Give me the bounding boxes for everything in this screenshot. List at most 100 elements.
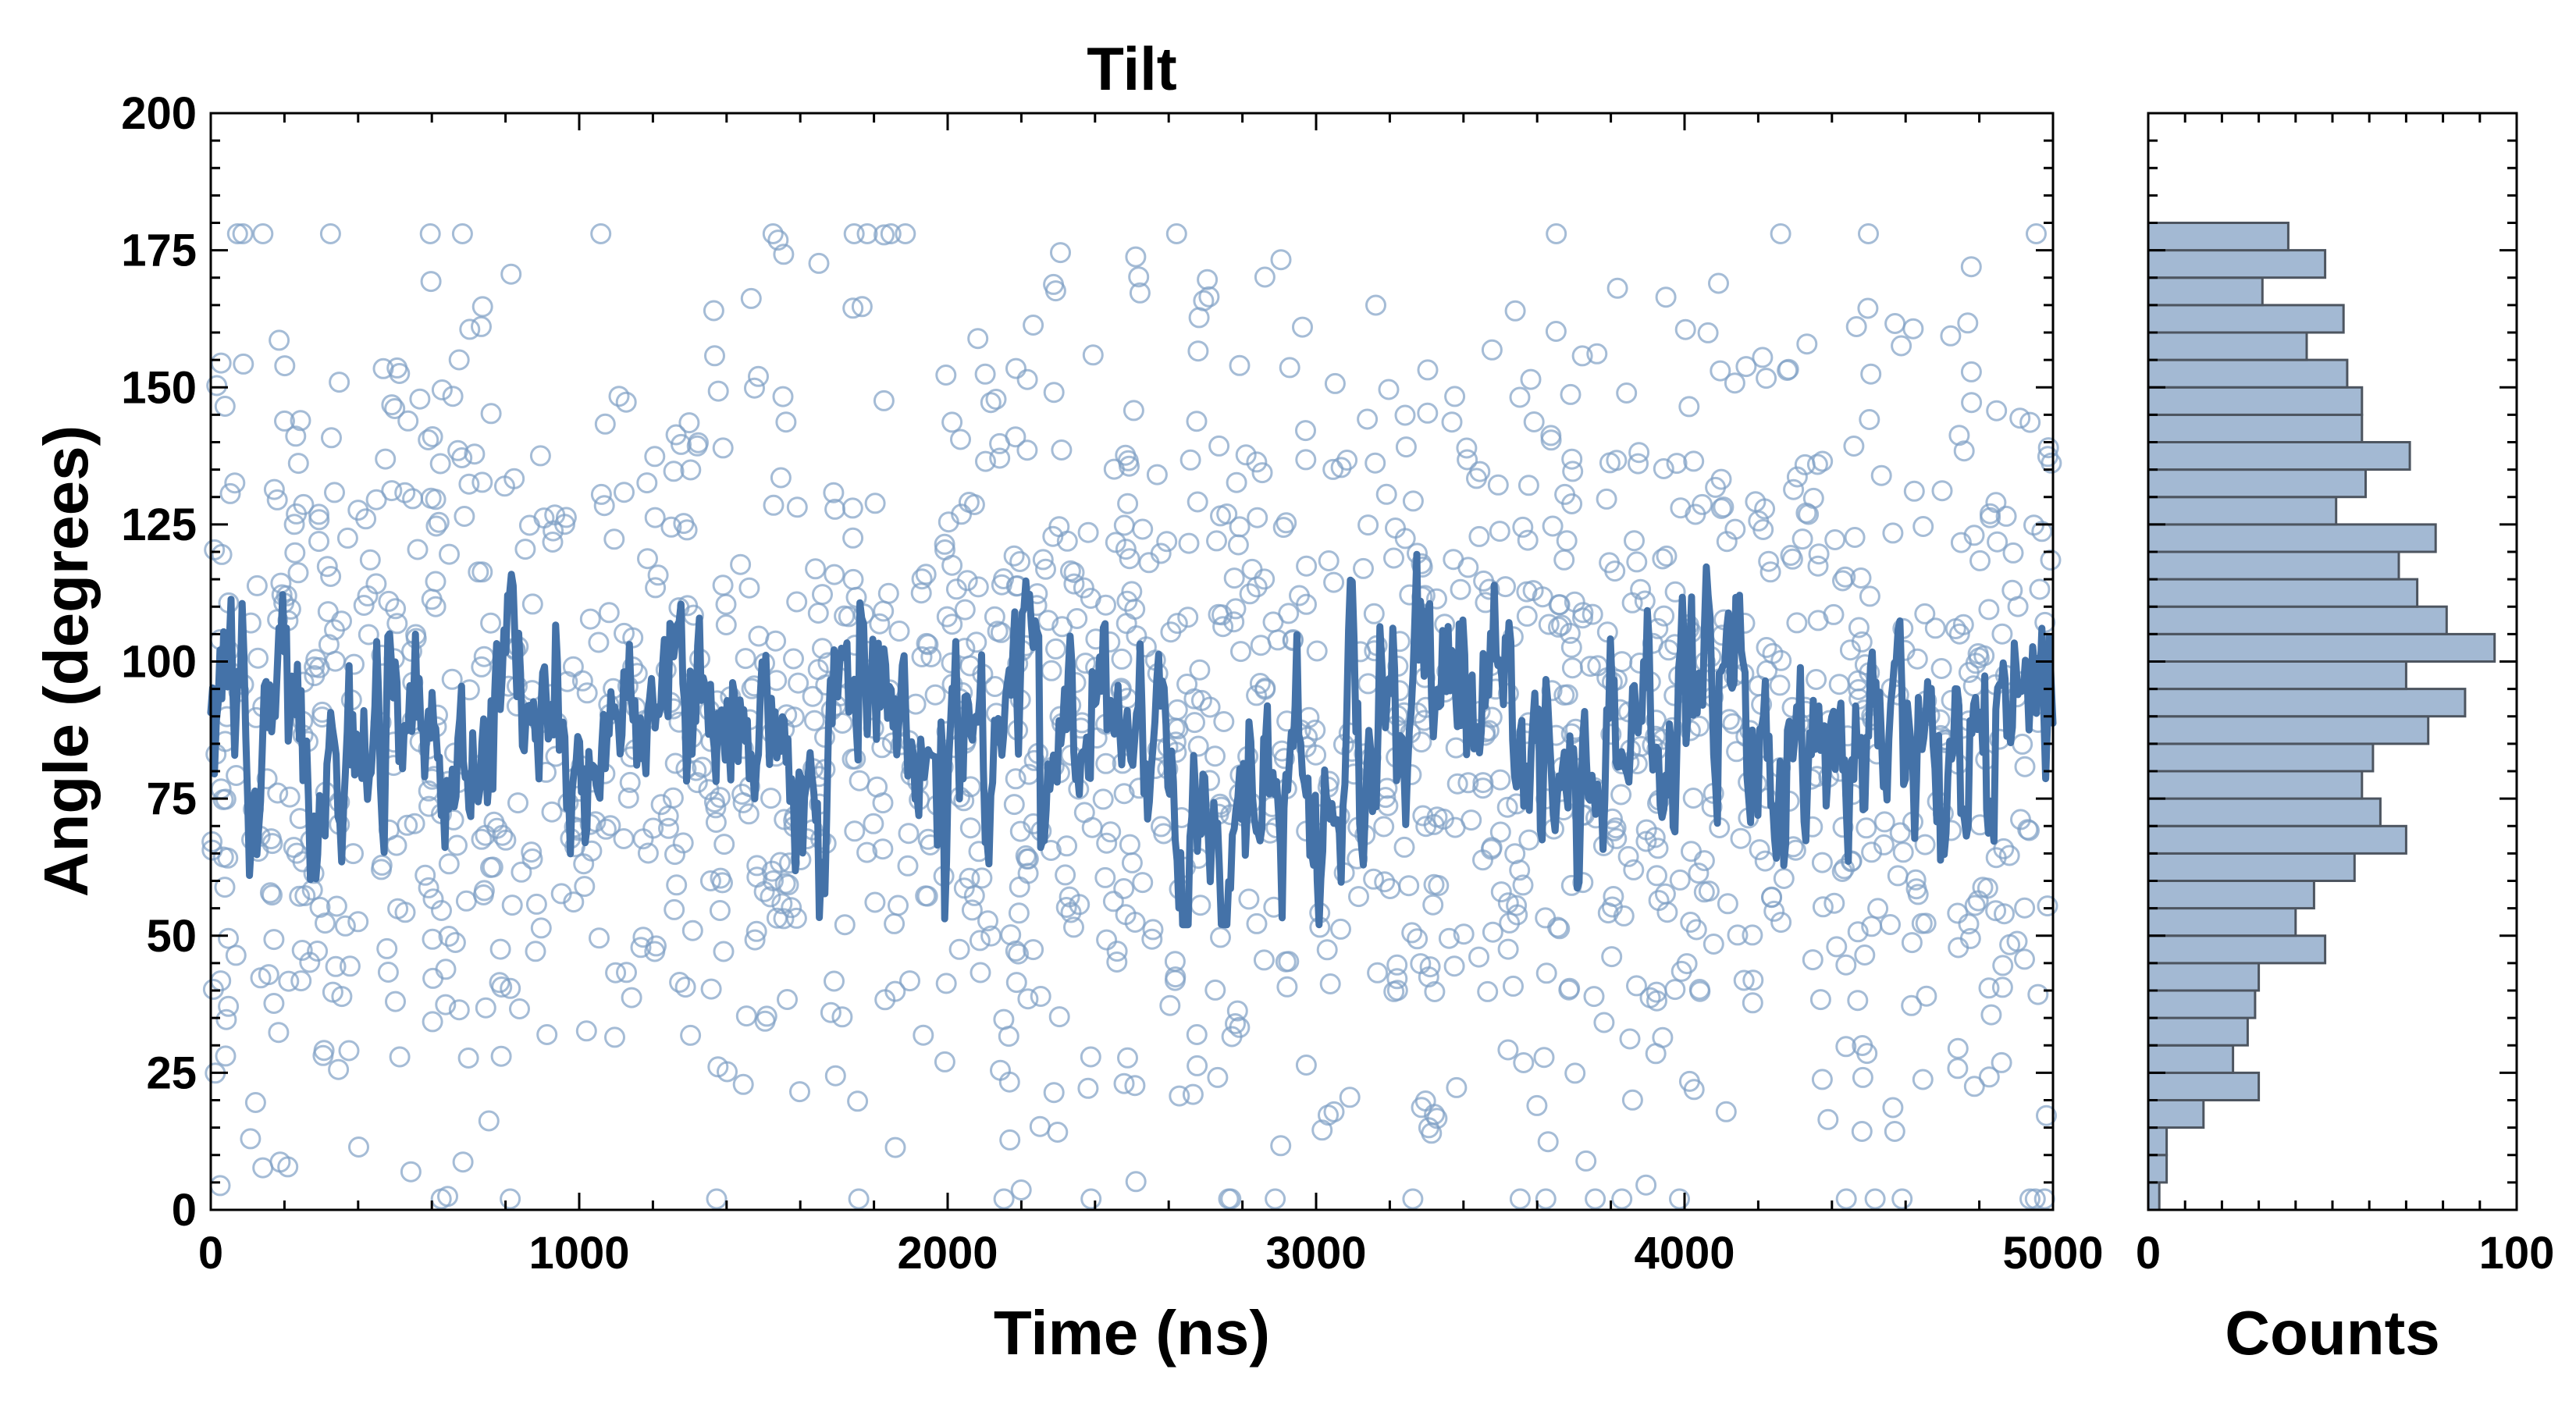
- scatter-point: [1892, 841, 1914, 863]
- scatter-point: [1017, 988, 1039, 1010]
- scatter-point: [950, 429, 971, 450]
- scatter-point: [1489, 521, 1510, 542]
- scatter-point: [1119, 548, 1140, 570]
- histogram-bar: [2147, 962, 2261, 992]
- scatter-point: [441, 668, 463, 690]
- scatter-point: [1978, 1066, 2000, 1088]
- scatter-point: [1095, 594, 1116, 616]
- scatter-point: [1190, 895, 1212, 916]
- scatter-point: [1424, 981, 1446, 1002]
- scatter-point: [1963, 1076, 1985, 1097]
- scatter-point: [1253, 949, 1275, 971]
- scatter-point: [1652, 1026, 1674, 1048]
- scatter-point: [1106, 951, 1128, 973]
- scatter-point: [1481, 339, 1503, 361]
- scatter-point: [348, 1136, 369, 1158]
- scatter-point: [760, 886, 781, 908]
- scatter-point: [541, 801, 563, 823]
- scatter-point: [674, 976, 696, 998]
- scatter-point: [630, 937, 652, 959]
- scatter-point: [2036, 1104, 2057, 1126]
- scatter-point: [1548, 594, 1570, 616]
- scatter-point: [1854, 944, 1876, 966]
- scatter-point: [844, 820, 866, 842]
- x-tick-label: 5000: [2002, 1228, 2103, 1279]
- scatter-point: [924, 684, 946, 706]
- scatter-point: [915, 885, 937, 907]
- scatter-point: [1123, 400, 1144, 422]
- scatter-point: [1276, 976, 1298, 998]
- scatter-point: [1402, 490, 1424, 512]
- scatter-point: [1050, 242, 1071, 264]
- scatter-point: [420, 271, 442, 293]
- scatter-point: [1509, 386, 1531, 408]
- scatter-point: [316, 556, 338, 578]
- scatter-point: [1808, 543, 1830, 565]
- scatter-point: [1611, 651, 1633, 673]
- scatter-point: [1652, 548, 1674, 570]
- scatter-point: [431, 379, 453, 400]
- scatter-point: [773, 908, 795, 930]
- scatter-point: [1187, 340, 1209, 362]
- scatter-point: [385, 991, 406, 1012]
- scatter-point: [1414, 1090, 1436, 1112]
- scatter-point: [2012, 733, 2033, 755]
- scatter-point: [447, 834, 468, 856]
- scatter-point: [562, 656, 584, 678]
- scatter-point: [1142, 919, 1164, 941]
- scatter-point: [956, 570, 978, 592]
- scatter-point: [1906, 648, 1928, 670]
- scatter-point: [1296, 593, 1317, 615]
- scatter-point: [422, 967, 444, 989]
- scatter-point: [267, 782, 289, 804]
- scatter-point: [201, 831, 223, 852]
- histogram-bar: [2147, 523, 2437, 553]
- scatter-point: [1823, 892, 1845, 914]
- scatter-point: [1600, 724, 1622, 745]
- scatter-point: [246, 574, 268, 596]
- scatter-point: [663, 461, 685, 482]
- scatter-point: [444, 932, 466, 953]
- scatter-point: [1304, 719, 1326, 741]
- scatter-point: [1273, 748, 1295, 770]
- scatter-point: [777, 874, 799, 896]
- scatter-point: [1523, 411, 1545, 432]
- scatter-point: [849, 770, 870, 791]
- scatter-point: [703, 300, 724, 322]
- scatter-point: [646, 935, 667, 957]
- scatter-point: [457, 1048, 479, 1069]
- scatter-point: [856, 841, 878, 863]
- scatter-point: [1701, 796, 1723, 818]
- scatter-point: [1742, 992, 1763, 1014]
- histogram-bar: [2147, 441, 2411, 471]
- scatter-point: [224, 472, 246, 494]
- scatter-point: [1116, 590, 1138, 612]
- scatter-point: [1783, 478, 1805, 500]
- scatter-point: [1985, 900, 2007, 922]
- scatter-point: [1115, 539, 1137, 560]
- scatter-point: [1513, 1052, 1535, 1073]
- scatter-point: [375, 448, 397, 470]
- scatter-point: [1129, 282, 1151, 304]
- scatter-point: [365, 489, 387, 510]
- scatter-point: [1503, 975, 1524, 997]
- scatter-point: [1247, 507, 1268, 528]
- scatter-point: [621, 987, 642, 1008]
- scatter-point: [989, 432, 1011, 454]
- scatter-point: [1546, 223, 1567, 244]
- line-layer: [207, 550, 2057, 929]
- scatter-point: [842, 297, 864, 319]
- scatter-point: [1562, 461, 1584, 482]
- scatter-point: [1969, 550, 1991, 571]
- scatter-point: [1187, 491, 1208, 513]
- scatter-point: [2014, 897, 2036, 919]
- scatter-point: [1811, 1069, 1833, 1090]
- scatter-point: [1063, 573, 1085, 595]
- scatter-point: [1023, 939, 1044, 961]
- scatter-point: [1796, 333, 1818, 355]
- scatter-point: [756, 1005, 777, 1027]
- scatter-point: [2014, 948, 2035, 970]
- histogram-bar: [2147, 304, 2345, 334]
- scatter-point: [1628, 453, 1649, 475]
- scatter-point: [873, 389, 895, 411]
